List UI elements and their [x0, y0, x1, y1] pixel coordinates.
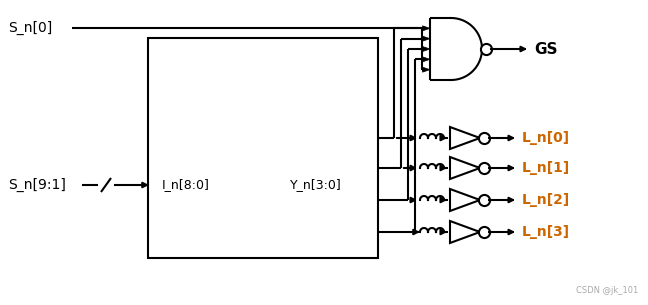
Polygon shape: [422, 26, 430, 31]
Text: L_n[1]: L_n[1]: [522, 161, 570, 175]
Text: Y_n[3:0]: Y_n[3:0]: [290, 178, 341, 192]
Text: CSDN @jk_101: CSDN @jk_101: [576, 286, 638, 295]
Text: S_n[9:1]: S_n[9:1]: [8, 178, 66, 192]
Text: S_n[0]: S_n[0]: [8, 21, 52, 35]
Text: L_n[0]: L_n[0]: [522, 131, 570, 145]
Text: L_n[2]: L_n[2]: [522, 193, 570, 207]
Polygon shape: [422, 57, 430, 62]
Text: I_n[8:0]: I_n[8:0]: [162, 178, 210, 192]
Text: GS: GS: [534, 41, 557, 56]
Polygon shape: [422, 67, 430, 72]
Polygon shape: [422, 46, 430, 52]
Text: L_n[3]: L_n[3]: [522, 225, 570, 239]
Bar: [148, 38, 378, 258]
Polygon shape: [422, 36, 430, 41]
